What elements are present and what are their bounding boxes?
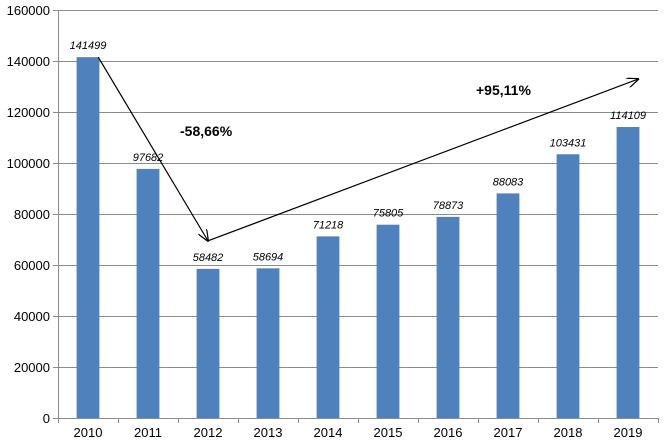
annotations: -58,66% +95,11% — [97, 56, 638, 242]
y-tick-label: 100000 — [7, 156, 50, 171]
axes: 0 20000 40000 60000 80000 100000 120000 140000 1… — [7, 3, 659, 440]
data-label: 114109 — [610, 110, 646, 122]
x-tick-label: 2014 — [314, 425, 343, 440]
bar-2010 — [76, 57, 100, 418]
bar-2017 — [496, 193, 520, 418]
y-tick-label: 160000 — [7, 3, 50, 18]
bar-2012 — [196, 268, 220, 418]
x-tick-label: 2016 — [434, 425, 463, 440]
x-tick-label: 2017 — [494, 425, 523, 440]
y-tick-label: 140000 — [7, 54, 50, 69]
data-label: 103431 — [550, 137, 587, 149]
data-label: 71218 — [313, 219, 344, 231]
x-tick-label: 2010 — [74, 425, 103, 440]
x-tick-label: 2018 — [554, 425, 583, 440]
y-tick-label: 0 — [43, 411, 50, 426]
data-label: 78873 — [433, 200, 464, 212]
x-tick-label: 2013 — [254, 425, 283, 440]
bar-2018 — [556, 154, 580, 418]
data-label: 88083 — [493, 176, 524, 188]
y-tick-label: 40000 — [14, 309, 50, 324]
x-tick-label: 2012 — [194, 425, 223, 440]
y-tick-label: 60000 — [14, 258, 50, 273]
bar-2015 — [376, 224, 400, 418]
growth-arrow — [207, 79, 638, 242]
y-tick-label: 120000 — [7, 105, 50, 120]
x-tick-label: 2019 — [614, 425, 643, 440]
bars — [76, 57, 640, 419]
bar-2016 — [436, 216, 460, 418]
data-label: 58694 — [253, 251, 284, 263]
decline-arrow — [97, 56, 208, 241]
y-tick-label: 80000 — [14, 207, 50, 222]
data-label: 75805 — [373, 208, 404, 220]
x-tick-label: 2011 — [134, 425, 162, 440]
bar-2019 — [616, 127, 640, 419]
bar-2014 — [316, 236, 340, 418]
data-labels: 141499 97682 58482 58694 71218 75805 78873 8808… — [70, 40, 646, 264]
bar-2011 — [136, 168, 160, 418]
bar-2013 — [256, 268, 280, 418]
y-tick-label: 20000 — [14, 360, 50, 375]
x-tick-label: 2015 — [374, 425, 403, 440]
annotation-growth: +95,11% — [476, 82, 531, 98]
annotation-decline: -58,66% — [180, 123, 233, 139]
data-label: 141499 — [70, 40, 107, 52]
data-label: 58482 — [193, 252, 224, 264]
data-label: 97682 — [133, 152, 164, 164]
